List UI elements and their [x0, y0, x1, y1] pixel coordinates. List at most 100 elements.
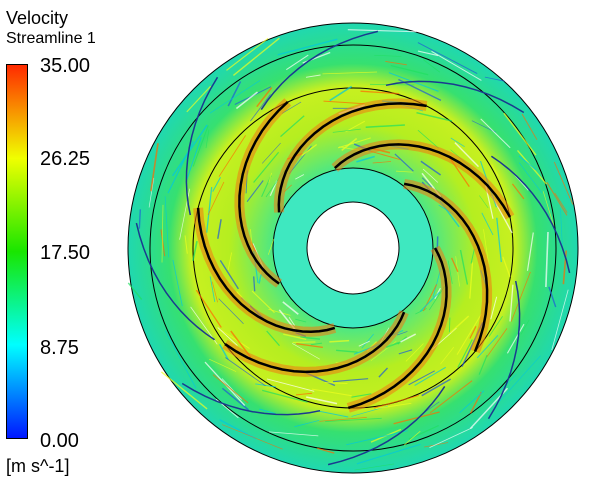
streamline-streak — [253, 276, 256, 292]
streamline-streak — [429, 380, 473, 414]
legend-title: Velocity — [6, 8, 69, 28]
impeller-blade — [277, 102, 427, 213]
diffuser-vane — [487, 280, 521, 420]
streamline-streak — [451, 257, 459, 273]
streamline-streak — [206, 187, 213, 233]
streamline-streak — [268, 172, 272, 184]
streamline-streak — [448, 317, 451, 333]
streamline-streak — [483, 229, 490, 268]
streamline-streak — [316, 410, 349, 418]
diffuser-inner-boundary — [149, 44, 557, 452]
streamline-streak — [361, 333, 374, 349]
streamline-streak — [323, 100, 365, 105]
streamline-streak — [354, 463, 395, 471]
streamline-streak — [431, 50, 482, 81]
streamline-streak — [374, 55, 402, 57]
streamline-streak — [280, 115, 305, 138]
streamline-streak — [450, 137, 465, 148]
streamline-streak — [393, 411, 440, 425]
streamline-streak — [305, 74, 321, 78]
streamline-streak — [256, 87, 273, 108]
streamline-streak — [521, 113, 538, 140]
streamline-streak — [422, 168, 439, 183]
streamline-streak — [322, 71, 378, 75]
streamline-streak — [171, 124, 208, 177]
streamline-streak — [281, 101, 302, 114]
streamline-streak — [325, 417, 382, 423]
streamline-streak — [347, 29, 417, 33]
impeller-blade — [403, 182, 489, 352]
streamline-streak — [219, 260, 239, 290]
streamline-streak — [390, 64, 429, 76]
streamline-streak — [385, 60, 407, 66]
streamline-streak — [447, 260, 453, 284]
streamline-streak — [370, 150, 401, 161]
streamline-streak — [267, 238, 275, 255]
streamline-streak — [469, 391, 483, 414]
streamline-streak — [211, 281, 218, 303]
streamline-streak — [332, 128, 361, 133]
streamline-streak — [337, 137, 371, 149]
streamline-streak — [375, 402, 412, 409]
streamline-streak — [546, 182, 568, 216]
streamline-streak — [506, 323, 525, 354]
streamline-streak — [235, 91, 258, 110]
streamline-streak — [518, 155, 537, 171]
diffuser-vane — [185, 76, 219, 216]
streamline-streak — [222, 424, 283, 450]
streamline-streak — [324, 382, 348, 385]
streamline-streak — [192, 125, 209, 167]
streamline-streak — [542, 191, 555, 227]
streamline-streak — [489, 374, 517, 402]
streamline-streak — [481, 212, 494, 236]
streamline-streak — [282, 301, 299, 315]
streamline-streak — [225, 357, 266, 387]
streamline-streak — [209, 358, 237, 372]
streamline-streak — [184, 235, 188, 254]
streamline-streak — [459, 249, 469, 285]
streamline-streak — [220, 329, 250, 350]
streamline-streak — [255, 383, 277, 388]
streamline-streak — [259, 408, 276, 415]
streamline-streak — [496, 217, 502, 263]
legend-tick-max: 35.00 — [40, 55, 91, 77]
streamline-streak — [150, 143, 159, 192]
streamline-streak — [373, 394, 419, 409]
streamline-streak — [221, 387, 250, 411]
legend-tick-mid: 17.50 — [40, 242, 91, 264]
diffuser-vane — [181, 382, 321, 416]
streamline-streak — [329, 339, 350, 343]
streamline-streak — [509, 284, 514, 322]
legend-tick-2: 26.25 — [40, 148, 91, 170]
streamline-streak — [186, 85, 212, 113]
diffuser-vane — [135, 222, 216, 341]
streamline-streak — [548, 286, 557, 308]
streamline-streak — [301, 143, 318, 157]
streamline-streak — [192, 240, 198, 262]
color-bar — [6, 64, 28, 439]
streamline-streak — [319, 417, 367, 422]
streamline-streak — [553, 161, 574, 205]
streamline-streak — [218, 343, 229, 360]
streamline-streak — [261, 142, 281, 164]
streamline-streak — [227, 252, 232, 271]
legend-units: [m s^-1] — [6, 456, 70, 476]
streamline-streak — [560, 208, 563, 247]
impeller-blades — [193, 98, 515, 413]
hub-hole — [306, 201, 400, 295]
streamline-streak — [212, 176, 221, 192]
streamline-streak — [510, 271, 531, 322]
streamline-streak — [310, 342, 323, 346]
streamline-streak — [251, 290, 275, 314]
streamline-streak — [456, 313, 482, 355]
streamline-streak — [421, 378, 451, 397]
streamline-streak — [421, 177, 433, 188]
streamline-streak — [345, 120, 366, 133]
streamline-streak — [306, 396, 338, 405]
streamline-streak — [429, 427, 473, 448]
legend-subtitle: Streamline 1 — [6, 30, 96, 47]
streamline-streak — [518, 162, 543, 194]
streamline-streak — [185, 136, 202, 183]
streamline-streak — [470, 249, 475, 264]
